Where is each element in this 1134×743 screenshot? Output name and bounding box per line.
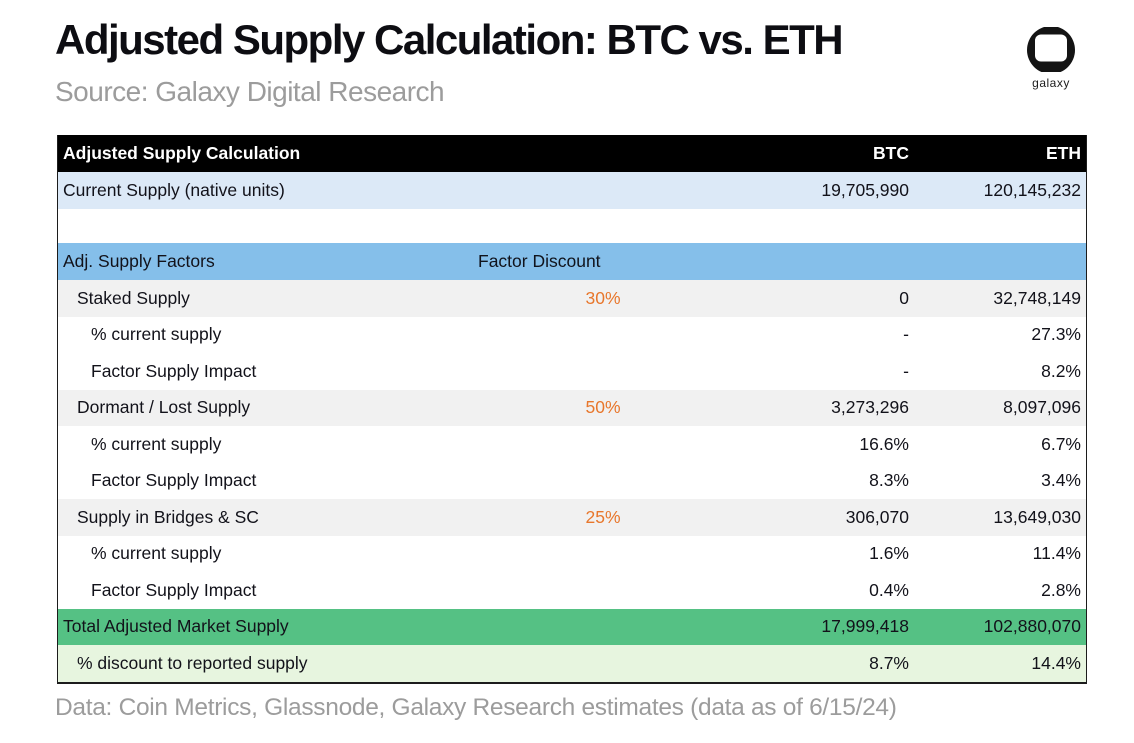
cell-btc: 16.6%: [859, 433, 909, 454]
footer-note: Data: Coin Metrics, Glassnode, Galaxy Re…: [55, 694, 897, 721]
cell-label: Total Adjusted Market Supply: [63, 616, 289, 637]
cell-btc: 0.4%: [869, 579, 909, 600]
cell-btc: -: [903, 324, 909, 345]
table-row: Current Supply (native units) 19,705,990 1…: [58, 172, 1086, 209]
cell-eth: 102,880,070: [983, 616, 1081, 637]
cell-label: % current supply: [91, 543, 222, 564]
cell-label: % current supply: [91, 324, 222, 345]
table-spacer-row: [58, 209, 1086, 243]
cell-label: Adj. Supply Factors: [63, 251, 215, 271]
table-row: Staked Supply 30% 0 32,748,149: [58, 280, 1086, 317]
galaxy-logo-icon: [1027, 27, 1075, 72]
cell-eth: 6.7%: [1041, 433, 1081, 454]
page-source: Source: Galaxy Digital Research: [55, 76, 445, 107]
cell-eth: 11.4%: [1032, 543, 1081, 564]
cell-btc: -: [903, 360, 909, 381]
galaxy-logo-text: galaxy: [1032, 76, 1070, 90]
table-row: Factor Supply Impact 8.3% 3.4%: [58, 462, 1086, 499]
cell-btc: 8.3%: [869, 470, 909, 491]
cell-eth: 13,649,030: [993, 506, 1081, 527]
cell-label: Factor Supply Impact: [91, 579, 257, 600]
table-row: Total Adjusted Market Supply 17,999,418 10…: [58, 608, 1086, 645]
cell-label: Factor Supply Impact: [91, 360, 257, 381]
cell-btc: 306,070: [845, 506, 909, 527]
table-row: Adj. Supply Factors Factor Discount: [58, 243, 1086, 280]
cell-discount: 50%: [585, 397, 621, 418]
table-body: Current Supply (native units) 19,705,990 1…: [58, 172, 1086, 682]
table-row: Supply in Bridges & SC 25% 306,070 13,649,0…: [58, 499, 1086, 536]
cell-btc: 19,705,990: [821, 180, 909, 200]
table-row: % current supply 16.6% 6.7%: [58, 426, 1086, 463]
cell-btc: 0: [899, 287, 909, 308]
cell-label: % discount to reported supply: [77, 652, 308, 673]
cell-label: Current Supply (native units): [63, 180, 285, 200]
cell-label: Supply in Bridges & SC: [77, 506, 259, 527]
cell-btc: 1.6%: [869, 543, 909, 564]
cell-eth: 8,097,096: [1003, 397, 1081, 418]
cell-eth: 8.2%: [1041, 360, 1081, 381]
cell-btc: 8.7%: [869, 652, 909, 673]
cell-eth: 27.3%: [1031, 324, 1081, 345]
column-header-btc: BTC: [873, 143, 909, 163]
table-row: % discount to reported supply 8.7% 14.4%: [58, 645, 1086, 682]
column-header-eth: ETH: [1046, 143, 1081, 163]
cell-discount: 30%: [585, 287, 621, 308]
table-row: Factor Supply Impact - 8.2%: [58, 353, 1086, 390]
cell-discount: 25%: [585, 506, 621, 527]
cell-label: Dormant / Lost Supply: [77, 397, 251, 418]
supply-table: Adjusted Supply Calculation BTC ETH Curr…: [57, 135, 1087, 684]
cell-eth: 120,145,232: [983, 180, 1081, 200]
table-header-row: Adjusted Supply Calculation BTC ETH: [58, 135, 1086, 172]
cell-discount: Factor Discount: [478, 251, 601, 271]
galaxy-logo: galaxy: [1025, 27, 1077, 90]
cell-eth: 14.4%: [1031, 652, 1081, 673]
cell-btc: 17,999,418: [821, 616, 909, 637]
page-title: Adjusted Supply Calculation: BTC vs. ETH: [55, 16, 844, 63]
cell-label: Factor Supply Impact: [91, 470, 257, 491]
table-row: % current supply - 27.3%: [58, 316, 1086, 353]
cell-eth: 3.4%: [1041, 470, 1081, 491]
cell-btc: 3,273,296: [831, 397, 909, 418]
column-header-label: Adjusted Supply Calculation: [63, 143, 301, 163]
cell-eth: 2.8%: [1041, 579, 1081, 600]
table-row: Factor Supply Impact 0.4% 2.8%: [58, 572, 1086, 609]
table-row: % current supply 1.6% 11.4%: [58, 535, 1086, 572]
cell-label: % current supply: [91, 433, 222, 454]
cell-label: Staked Supply: [77, 287, 190, 308]
cell-eth: 32,748,149: [993, 287, 1081, 308]
table-row: Dormant / Lost Supply 50% 3,273,296 8,097,0…: [58, 389, 1086, 426]
